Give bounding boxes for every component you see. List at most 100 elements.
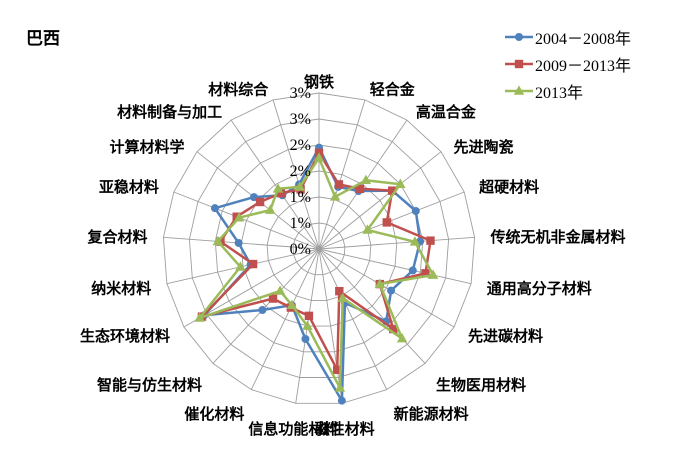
data-point-square (334, 180, 344, 189)
chart-title: 巴西 (26, 29, 60, 48)
grid-spoke (318, 236, 475, 250)
data-point-triangle (337, 292, 348, 302)
grid-spoke (318, 248, 388, 390)
grid-spoke (173, 191, 320, 250)
grid-ring (292, 222, 346, 276)
grid-spoke (318, 99, 366, 250)
data-point-triangle (274, 285, 286, 295)
category-label: 先进碳材料 (468, 327, 543, 345)
data-point-square (304, 311, 314, 321)
data-point-square (333, 365, 342, 375)
data-point-triangle (313, 152, 325, 162)
data-point-square (268, 294, 278, 303)
data-point-triangle (265, 204, 276, 214)
data-point-triangle (302, 320, 313, 330)
data-point-circle (411, 207, 420, 216)
category-label: 信息功能材料 (248, 420, 338, 438)
grid-spoke (318, 119, 408, 250)
data-point-triangle (362, 224, 373, 234)
radial-axis: 3% 3% 2% 2% 1% 1% 0% (290, 85, 311, 258)
data-point-circle (337, 396, 346, 405)
data-point-square (335, 286, 344, 296)
data-point-triangle (374, 278, 385, 288)
grid-spoke (250, 248, 320, 390)
data-point-triangle (272, 183, 284, 193)
data-point-square (355, 184, 365, 194)
series-line (202, 146, 422, 402)
data-point-triangle (396, 332, 408, 343)
data-point-triangle (334, 382, 346, 392)
category-label: 生态环境材料 (80, 327, 170, 345)
category-label: 智能与仿生材料 (97, 376, 202, 394)
category-label: 轻合金 (370, 81, 416, 99)
data-point-triangle (409, 236, 421, 246)
radial-tick-label: 0% (290, 241, 311, 258)
data-point-circle (210, 204, 219, 213)
category-label: 材料综合 (208, 81, 269, 99)
data-point-triangle (212, 235, 224, 246)
grid-spoke (318, 191, 465, 250)
grid-ring (240, 170, 398, 327)
grid-ring (214, 144, 424, 353)
grid-spoke (318, 248, 343, 404)
legend-label: 2009－2013年 (535, 57, 632, 75)
series-3 (194, 152, 439, 392)
data-point-circle (234, 238, 243, 247)
radial-tick-label: 2% (290, 137, 311, 154)
category-labels: 钢铁 轻合金高温合金先进陶瓷超硬材料传统无机非金属材料通用高分子材料先进碳材料生物… (80, 73, 626, 438)
series-line (198, 156, 435, 390)
grid-spoke (230, 119, 320, 250)
data-point-triangle (294, 181, 306, 191)
grid-ring (266, 196, 372, 301)
category-label: 钢铁 (304, 73, 334, 91)
grid-spoke (272, 99, 320, 250)
data-point-triangle (235, 261, 246, 271)
legend-triangle (513, 84, 525, 95)
grid-spoke (318, 248, 472, 285)
category-label: 材料制备与加工 (117, 103, 222, 121)
category-label: 新能源材料 (394, 405, 469, 423)
category-label: 纳米材料 (91, 279, 151, 297)
category-label: 亚稳材料 (99, 178, 159, 196)
legend-item: 2004－2008年 (504, 23, 631, 50)
data-point-triangle (233, 212, 245, 222)
data-point-triangle (286, 299, 298, 310)
legend-marker-circle-icon (505, 32, 533, 41)
data-point-circle (258, 305, 267, 314)
category-label: 通用高分子材料 (487, 279, 592, 297)
legend-label: 2004－2008年 (535, 30, 632, 48)
category-label: 生物医用材料 (436, 376, 526, 394)
category-label: 复合材料 (86, 228, 147, 246)
legend-marker-triangle-icon (505, 84, 533, 95)
legend-marker-square-icon (505, 59, 533, 68)
grid-spoke (212, 248, 320, 364)
data-point-square (387, 186, 397, 195)
legend-item: 2013年 (504, 77, 631, 104)
legend-label: 2013年 (535, 84, 584, 102)
radial-tick-label: 2% (290, 163, 311, 180)
category-label: 计算材料学 (109, 138, 184, 156)
category-label: 超硬材料 (478, 178, 539, 196)
radial-tick-label: 1% (290, 189, 311, 206)
radial-tick-label: 3% (290, 111, 311, 128)
legend-square (514, 59, 524, 68)
data-point-triangle (360, 174, 372, 185)
grid-spoke (318, 151, 442, 250)
legend-item: 2009－2013年 (504, 50, 631, 77)
data-point-square (426, 236, 435, 245)
data-point-square (255, 197, 265, 207)
data-point-circle (387, 286, 396, 295)
data-point-triangle (427, 269, 439, 279)
data-point-square (276, 188, 286, 198)
category-label: 高温合金 (416, 103, 477, 121)
data-point-circle (408, 266, 417, 275)
radial-tick-label: 3% (290, 85, 311, 102)
data-point-square (389, 324, 398, 334)
data-point-square (248, 259, 258, 269)
grid-spoke (318, 248, 455, 328)
category-label: 先进陶瓷 (454, 138, 514, 156)
category-label: 磁性材料 (315, 420, 375, 438)
series-line (200, 151, 432, 372)
